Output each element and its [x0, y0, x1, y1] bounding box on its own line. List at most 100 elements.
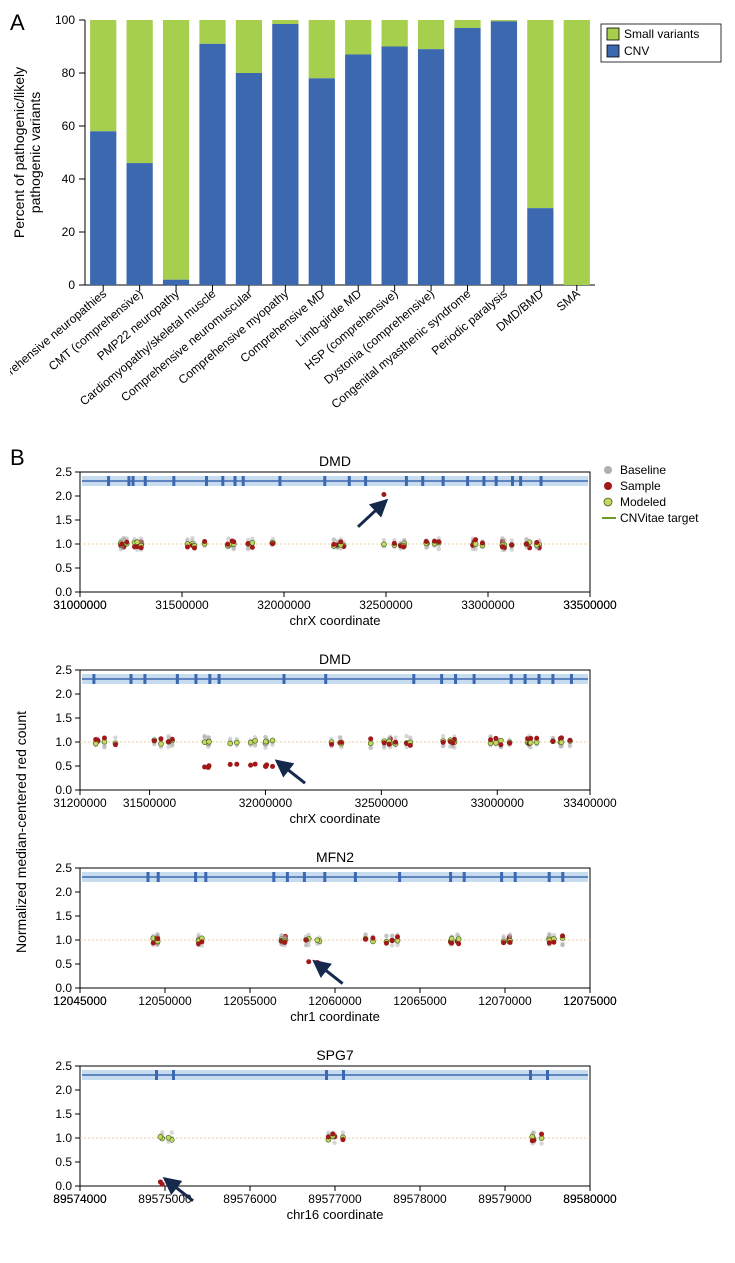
svg-text:31200000: 31200000 — [53, 796, 107, 810]
svg-text:Baseline: Baseline — [620, 463, 666, 477]
subpanel-title: DMD — [319, 651, 351, 667]
svg-text:12050000: 12050000 — [138, 994, 192, 1008]
bar-cnv — [236, 73, 262, 285]
svg-text:31000000: 31000000 — [53, 598, 107, 612]
svg-text:CNV: CNV — [624, 44, 649, 58]
svg-text:12060000: 12060000 — [308, 994, 362, 1008]
bar-cnv — [199, 44, 225, 285]
svg-text:33500000: 33500000 — [563, 598, 617, 612]
panel-b-label: B — [10, 445, 25, 471]
bar-cnv — [90, 131, 116, 285]
svg-text:32000000: 32000000 — [257, 598, 311, 612]
bar-cnv — [272, 24, 298, 285]
svg-text:Normalized median-centered red: Normalized median-centered red count — [13, 711, 29, 953]
svg-text:0: 0 — [68, 278, 75, 292]
svg-text:33000000: 33000000 — [461, 598, 515, 612]
svg-text:2.0: 2.0 — [55, 885, 72, 899]
bar-small — [272, 20, 298, 24]
svg-text:Sample: Sample — [620, 479, 661, 493]
bar-cnv — [163, 280, 189, 285]
svg-text:chrX coordinate: chrX coordinate — [289, 613, 380, 628]
svg-text:Comprehensive neuropathies: Comprehensive neuropathies — [10, 287, 109, 398]
svg-text:0.5: 0.5 — [55, 561, 72, 575]
svg-text:40: 40 — [62, 172, 76, 186]
bar-cnv — [491, 21, 517, 285]
bar-small — [491, 20, 517, 21]
svg-text:2.5: 2.5 — [55, 663, 72, 677]
svg-text:chr1 coordinate: chr1 coordinate — [290, 1009, 380, 1024]
figure: A 0 20 40 60 80 100 Percent of pathogenic/like… — [10, 10, 735, 1250]
svg-text:1.0: 1.0 — [55, 735, 72, 749]
svg-text:1.5: 1.5 — [55, 909, 72, 923]
svg-text:60: 60 — [62, 119, 76, 133]
panel-a-label: A — [10, 10, 25, 36]
svg-text:SMA: SMA — [554, 287, 583, 314]
bar-cnv — [418, 49, 444, 285]
svg-text:CNVitae target: CNVitae target — [620, 511, 699, 525]
bar-small — [199, 20, 225, 44]
svg-text:12055000: 12055000 — [223, 994, 277, 1008]
svg-text:1.5: 1.5 — [55, 1107, 72, 1121]
bar-small — [90, 20, 116, 131]
bar-small — [163, 20, 189, 280]
svg-text:2.0: 2.0 — [55, 489, 72, 503]
svg-text:89577000: 89577000 — [308, 1192, 362, 1206]
bar-small — [564, 20, 590, 285]
bar-small — [418, 20, 444, 49]
svg-text:chr16 coordinate: chr16 coordinate — [287, 1207, 384, 1222]
svg-text:32500000: 32500000 — [355, 796, 409, 810]
svg-text:100: 100 — [55, 13, 75, 27]
svg-text:Percent of pathogenic/likely: Percent of pathogenic/likely — [11, 67, 27, 238]
bar-cnv — [345, 54, 371, 285]
svg-text:1.0: 1.0 — [55, 933, 72, 947]
subpanel-title: DMD — [319, 453, 351, 469]
panel-a-chart: 0 20 40 60 80 100 Percent of pathogenic/likely… — [10, 10, 725, 440]
svg-text:2.5: 2.5 — [55, 1059, 72, 1073]
svg-text:0.5: 0.5 — [55, 759, 72, 773]
svg-text:2.5: 2.5 — [55, 465, 72, 479]
svg-text:20: 20 — [62, 225, 76, 239]
svg-text:1.5: 1.5 — [55, 513, 72, 527]
bar-small — [527, 20, 553, 208]
bar-cnv — [527, 208, 553, 285]
panel-b-chart: Normalized median-centered red count Base… — [10, 440, 725, 1250]
svg-text:89574000: 89574000 — [53, 1192, 107, 1206]
bar-small — [309, 20, 335, 78]
svg-text:12070000: 12070000 — [478, 994, 532, 1008]
svg-text:89580000: 89580000 — [563, 1192, 617, 1206]
svg-text:80: 80 — [62, 66, 76, 80]
svg-text:12045000: 12045000 — [53, 994, 107, 1008]
svg-text:12075000: 12075000 — [563, 994, 617, 1008]
svg-text:1.0: 1.0 — [55, 1131, 72, 1145]
bar-small — [127, 20, 153, 163]
svg-text:31500000: 31500000 — [123, 796, 177, 810]
svg-text:89578000: 89578000 — [393, 1192, 447, 1206]
svg-text:0.0: 0.0 — [55, 585, 72, 599]
svg-text:12065000: 12065000 — [393, 994, 447, 1008]
svg-text:33000000: 33000000 — [471, 796, 525, 810]
bar-cnv — [382, 47, 408, 286]
svg-text:31500000: 31500000 — [155, 598, 209, 612]
svg-text:32500000: 32500000 — [359, 598, 413, 612]
bar-small — [345, 20, 371, 54]
svg-text:1.0: 1.0 — [55, 537, 72, 551]
svg-text:2.0: 2.0 — [55, 687, 72, 701]
svg-text:32000000: 32000000 — [239, 796, 293, 810]
svg-text:1.5: 1.5 — [55, 711, 72, 725]
svg-text:chrX coordinate: chrX coordinate — [289, 811, 380, 826]
bar-cnv — [454, 28, 480, 285]
svg-text:0.0: 0.0 — [55, 783, 72, 797]
bar-cnv — [127, 163, 153, 285]
svg-text:89579000: 89579000 — [478, 1192, 532, 1206]
subpanel-title: MFN2 — [316, 849, 354, 865]
svg-text:0.5: 0.5 — [55, 957, 72, 971]
svg-text:pathogenic variants: pathogenic variants — [27, 92, 43, 213]
bar-small — [454, 20, 480, 28]
svg-text:Modeled: Modeled — [620, 495, 666, 509]
svg-text:0.0: 0.0 — [55, 1179, 72, 1193]
svg-text:89576000: 89576000 — [223, 1192, 277, 1206]
bar-small — [382, 20, 408, 47]
svg-text:Small variants: Small variants — [624, 27, 699, 41]
subpanel-title: SPG7 — [316, 1047, 354, 1063]
bar-small — [236, 20, 262, 73]
